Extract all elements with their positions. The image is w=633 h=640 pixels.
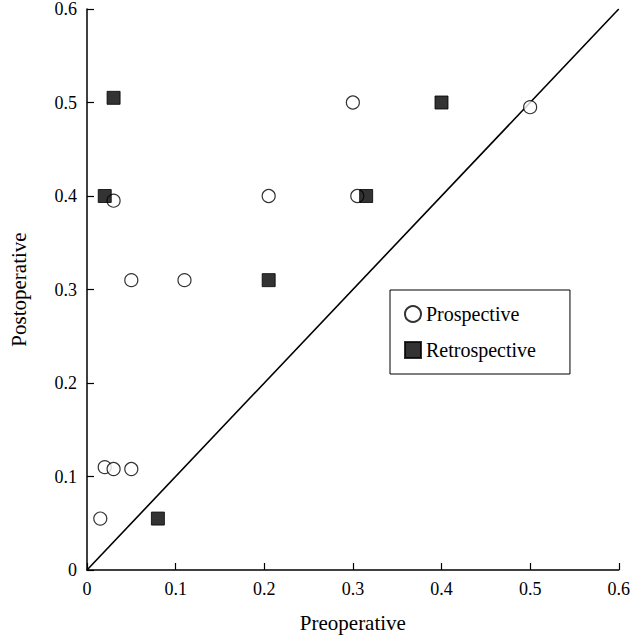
svg-text:0.1: 0.1 (164, 579, 187, 599)
svg-text:0: 0 (83, 579, 92, 599)
svg-text:Retrospective: Retrospective (426, 339, 536, 362)
svg-text:0.5: 0.5 (519, 579, 542, 599)
svg-text:0.1: 0.1 (55, 467, 78, 487)
svg-text:0.5: 0.5 (55, 93, 78, 113)
svg-text:0: 0 (68, 560, 77, 580)
svg-text:Preoperative: Preoperative (300, 611, 406, 635)
svg-text:0.4: 0.4 (430, 579, 453, 599)
svg-text:0.3: 0.3 (55, 280, 78, 300)
svg-text:0.2: 0.2 (253, 579, 276, 599)
svg-text:0.4: 0.4 (55, 186, 78, 206)
svg-text:0.6: 0.6 (55, 0, 78, 19)
svg-text:Prospective: Prospective (426, 303, 519, 326)
svg-text:0.3: 0.3 (342, 579, 365, 599)
svg-text:Postoperative: Postoperative (7, 232, 31, 346)
svg-text:0.2: 0.2 (55, 373, 78, 393)
svg-text:0.6: 0.6 (608, 579, 631, 599)
